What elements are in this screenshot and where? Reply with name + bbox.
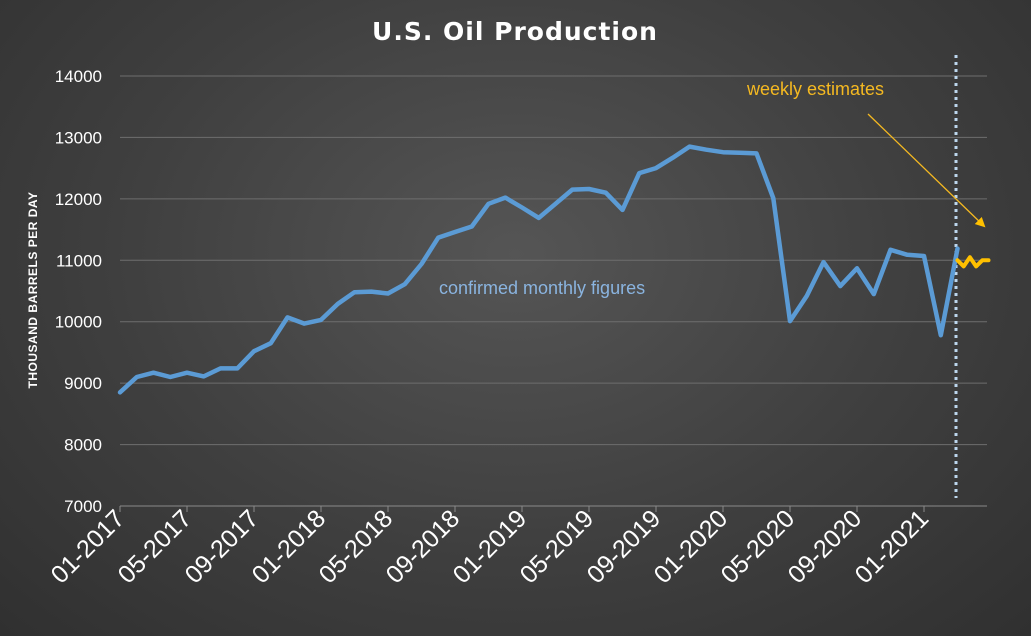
confirmed-monthly-annotation: confirmed monthly figures <box>439 278 645 298</box>
y-tick-label: 9000 <box>64 374 102 393</box>
y-tick-label: 14000 <box>55 67 102 86</box>
y-axis-label: THOUSAND BARRELS PER DAY <box>26 192 40 389</box>
x-tick-label: 05-2019 <box>515 504 600 589</box>
x-tick-label: 09-2018 <box>381 504 466 589</box>
x-tick-labels: 01-201705-201709-201701-201805-201809-20… <box>46 504 935 589</box>
y-tick-labels: 7000 8000 9000 10000 11000 12000 13000 14000 <box>55 67 102 516</box>
x-tick-label: 01-2020 <box>649 504 734 589</box>
y-tick-label: 7000 <box>64 497 102 516</box>
x-tick-label: 09-2020 <box>783 504 868 589</box>
gridlines <box>120 75 987 446</box>
series-line-monthly <box>117 144 960 395</box>
weekly-estimates-arrow <box>867 113 986 228</box>
chart-title: U.S. Oil Production <box>372 17 658 46</box>
weekly-estimates-annotation: weekly estimates <box>746 79 884 99</box>
y-tick-label: 10000 <box>55 313 102 332</box>
series-line-weekly <box>955 255 991 269</box>
x-tick-label: 05-2018 <box>314 504 399 589</box>
x-tick-label: 05-2020 <box>716 504 801 589</box>
y-tick-label: 12000 <box>55 190 102 209</box>
x-tick-label: 09-2019 <box>582 504 667 589</box>
x-tick-label: 01-2021 <box>850 504 935 589</box>
x-tick-label: 05-2017 <box>113 504 198 589</box>
y-tick-label: 8000 <box>64 436 102 455</box>
x-tick-label: 01-2018 <box>247 504 332 589</box>
x-tick-label: 09-2017 <box>180 504 265 589</box>
y-tick-label: 11000 <box>56 251 102 270</box>
y-tick-label: 13000 <box>55 128 102 147</box>
x-tick-label: 01-2017 <box>46 504 131 589</box>
x-tick-label: 01-2019 <box>448 504 533 589</box>
